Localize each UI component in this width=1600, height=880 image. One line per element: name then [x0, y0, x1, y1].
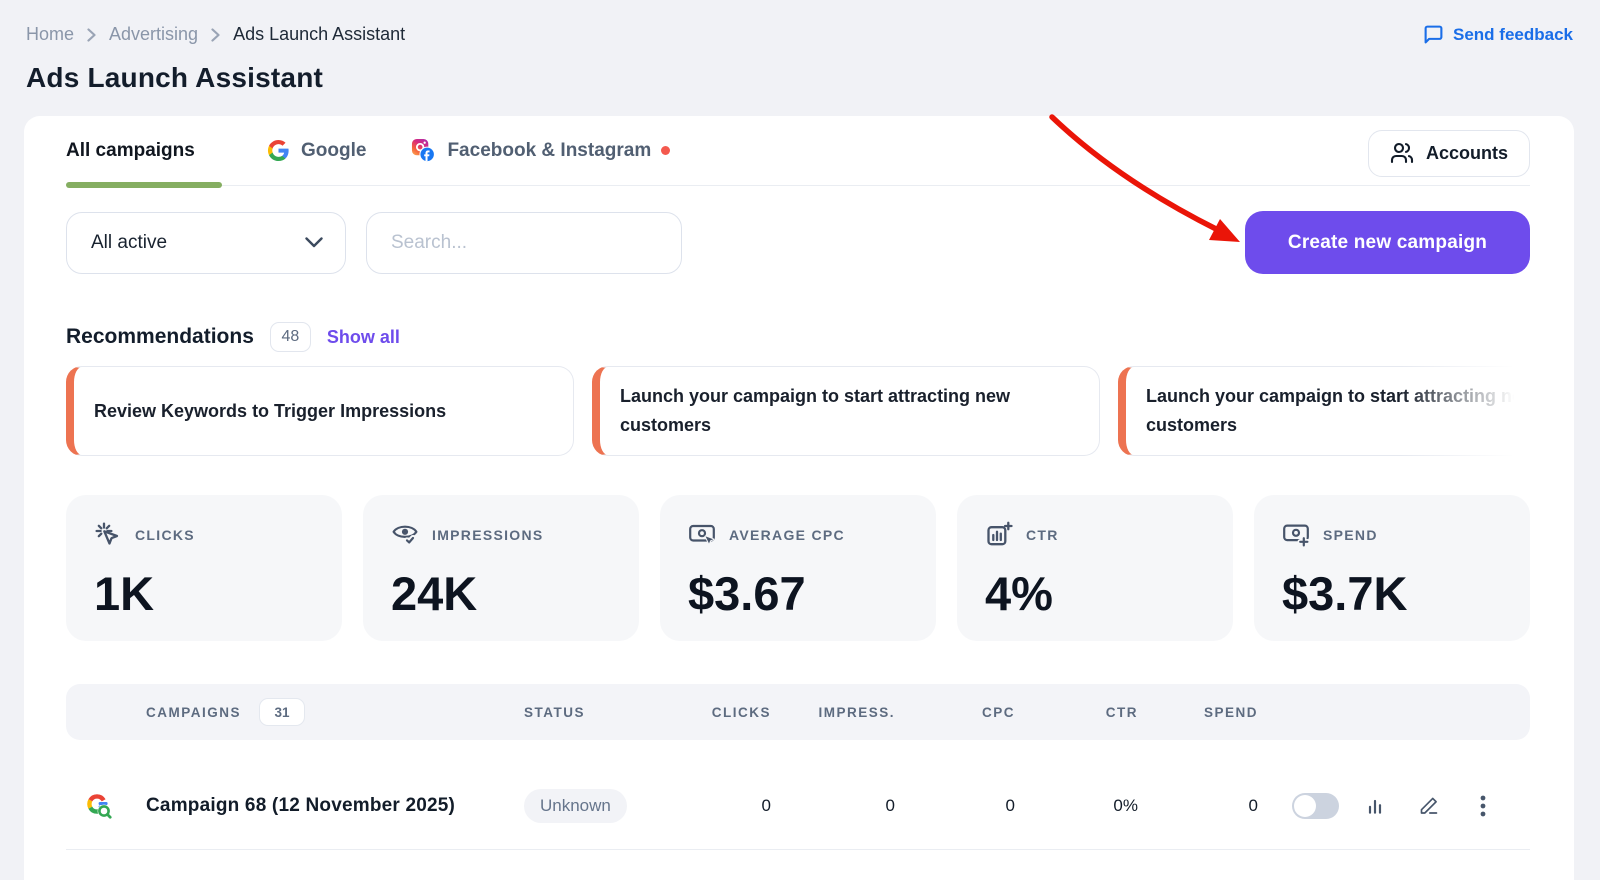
stat-card-impressions: IMPRESSIONS 24K	[363, 495, 639, 641]
row-clicks: 0	[761, 795, 771, 815]
more-options-icon[interactable]	[1473, 795, 1493, 816]
stat-card-spend: SPEND $3.7K	[1254, 495, 1530, 641]
campaigns-table: CAMPAIGNS 31 STATUS CLICKS IMPRESS. CPC …	[66, 684, 1530, 850]
stat-value: $3.67	[688, 567, 806, 620]
active-tab-underline	[66, 182, 222, 188]
chevron-right-icon	[87, 27, 96, 42]
stat-label: IMPRESSIONS	[432, 527, 544, 543]
stat-value: $3.7K	[1282, 567, 1408, 620]
status-badge: Unknown	[524, 788, 627, 823]
column-cpc: CPC	[981, 704, 1015, 720]
recommendations-header: Recommendations 48 Show all	[66, 322, 1530, 352]
tab-google[interactable]: Google	[267, 116, 366, 185]
row-impressions: 0	[885, 795, 895, 815]
send-feedback-link[interactable]: Send feedback	[1423, 24, 1573, 45]
impressions-icon	[391, 521, 419, 549]
column-status: STATUS	[524, 704, 585, 720]
stat-label: CLICKS	[135, 527, 195, 543]
recommendations-title: Recommendations	[66, 325, 254, 348]
stat-card-average-cpc: AVERAGE CPC $3.67	[660, 495, 936, 641]
average-cpc-icon	[688, 521, 716, 549]
recommendations-carousel: Review Keywords to Trigger Impressions L…	[66, 366, 1530, 456]
stat-card-clicks: CLICKS 1K	[66, 495, 342, 641]
stat-value: 24K	[391, 567, 478, 620]
table-header: CAMPAIGNS 31 STATUS CLICKS IMPRESS. CPC …	[66, 684, 1530, 740]
campaign-enabled-toggle[interactable]	[1292, 792, 1339, 819]
stat-value: 4%	[985, 567, 1053, 620]
users-icon	[1390, 141, 1414, 165]
accounts-button[interactable]: Accounts	[1367, 129, 1530, 177]
clicks-icon	[94, 521, 122, 549]
search-input[interactable]	[366, 211, 682, 274]
top-bar: Home Advertising Ads Launch Assistant Se…	[0, 0, 1600, 45]
status-filter-value: All active	[91, 231, 168, 253]
page-title: Ads Launch Assistant	[26, 62, 324, 93]
recommendation-card-text: Launch your campaign to start attracting…	[620, 386, 1011, 435]
row-ctr: 0%	[1113, 795, 1138, 815]
create-new-campaign-button[interactable]: Create new campaign	[1245, 211, 1530, 274]
campaign-row: Campaign 68 (12 November 2025) Unknown 0…	[66, 740, 1530, 850]
main-card: All campaigns Google	[24, 116, 1574, 880]
tabs-bar: All campaigns Google	[66, 116, 1530, 188]
recommendation-card-text: Launch your campaign to start attracting…	[1146, 386, 1530, 435]
campaigns-count-badge: 31	[259, 698, 306, 726]
send-feedback-label: Send feedback	[1453, 24, 1573, 44]
tab-all-campaigns-label: All campaigns	[66, 139, 195, 161]
show-all-link[interactable]: Show all	[326, 326, 400, 347]
facebook-instagram-icon	[411, 138, 436, 163]
google-icon	[267, 139, 290, 162]
column-impressions: IMPRESS.	[818, 704, 895, 720]
feedback-bubble-icon	[1423, 24, 1444, 45]
recommendation-card[interactable]: Review Keywords to Trigger Impressions	[66, 366, 574, 456]
breadcrumb: Home Advertising Ads Launch Assistant	[26, 24, 405, 45]
recommendations-count-badge: 48	[269, 322, 311, 352]
stat-label: CTR	[1026, 527, 1059, 543]
ctr-icon	[985, 521, 1013, 549]
tab-facebook-instagram-label: Facebook & Instagram	[447, 139, 652, 161]
row-spend: 0	[1248, 795, 1258, 815]
bar-chart-icon[interactable]	[1365, 796, 1385, 816]
stat-value: 1K	[94, 567, 155, 620]
recommendation-card-text: Review Keywords to Trigger Impressions	[94, 400, 447, 421]
recommendation-card[interactable]: Launch your campaign to start attracting…	[592, 366, 1100, 456]
accounts-button-label: Accounts	[1425, 142, 1508, 163]
column-ctr: CTR	[1105, 704, 1138, 720]
column-campaigns: CAMPAIGNS	[146, 704, 242, 720]
status-filter-dropdown[interactable]: All active	[66, 211, 346, 274]
notification-dot	[661, 146, 671, 155]
filter-row: All active Create new campaign	[66, 211, 1530, 274]
tab-all-campaigns[interactable]: All campaigns	[66, 116, 222, 188]
chevron-right-icon	[211, 27, 220, 42]
stats-row: CLICKS 1K IMPRESSIONS 24K AVER	[66, 495, 1530, 641]
tab-facebook-instagram[interactable]: Facebook & Instagram	[411, 116, 671, 185]
column-spend: SPEND	[1203, 704, 1258, 720]
row-cpc: 0	[1005, 795, 1015, 815]
breadcrumb-advertising[interactable]: Advertising	[109, 24, 199, 44]
spend-icon	[1282, 521, 1310, 549]
stat-card-ctr: CTR 4%	[957, 495, 1233, 641]
chevron-down-icon	[305, 237, 323, 248]
edit-pencil-icon[interactable]	[1419, 796, 1439, 816]
google-ads-icon	[86, 792, 114, 820]
stat-label: SPEND	[1323, 527, 1378, 543]
breadcrumb-current: Ads Launch Assistant	[233, 24, 406, 44]
tab-google-label: Google	[301, 139, 367, 161]
breadcrumb-home[interactable]: Home	[26, 24, 75, 44]
stat-label: AVERAGE CPC	[729, 527, 845, 543]
campaign-name[interactable]: Campaign 68 (12 November 2025)	[146, 794, 456, 816]
column-clicks: CLICKS	[711, 704, 771, 720]
toggle-knob	[1294, 794, 1316, 817]
recommendation-card[interactable]: Launch your campaign to start attracting…	[1118, 366, 1530, 456]
